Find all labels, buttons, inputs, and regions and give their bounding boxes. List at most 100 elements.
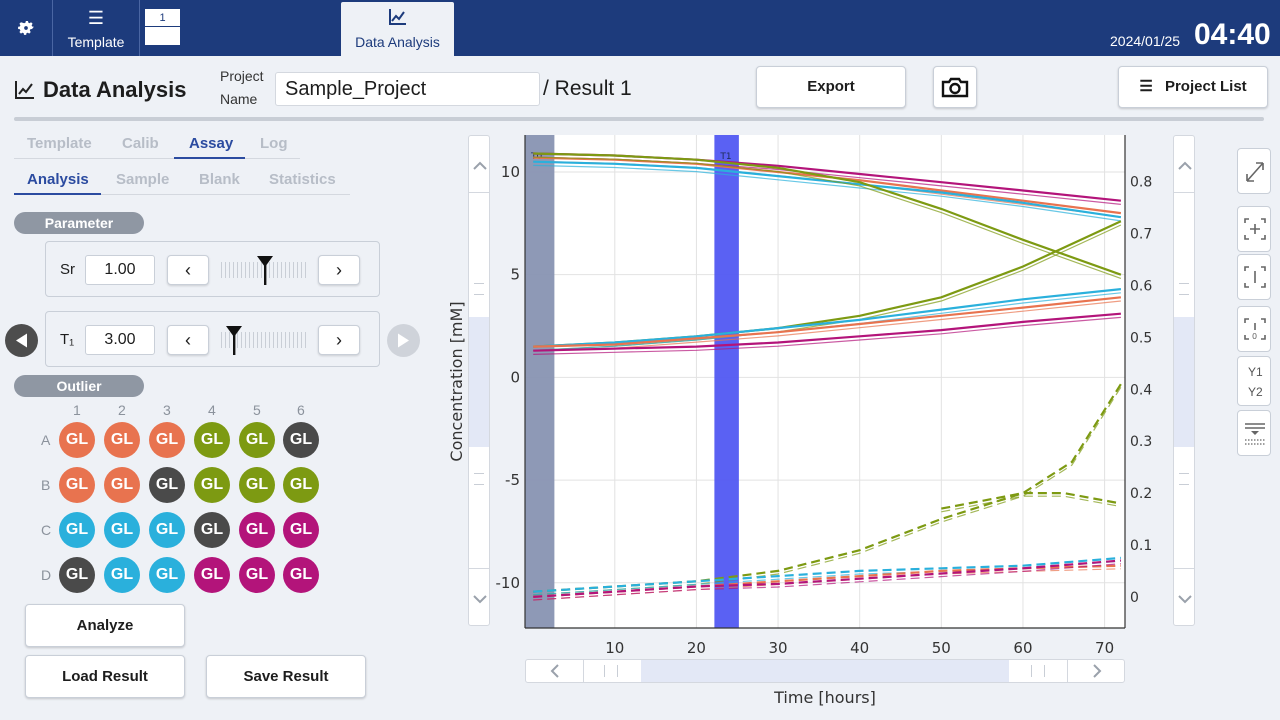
well-a3[interactable]: GL — [149, 422, 185, 458]
chevron-left-icon — [550, 664, 559, 678]
analyze-button[interactable]: Analyze — [25, 604, 185, 647]
left-axis-scrollbar-thumb[interactable] — [469, 317, 489, 447]
screenshot-button[interactable] — [933, 66, 977, 108]
y-right-tick-label: 0.3 — [1130, 434, 1152, 450]
x-scroll-right-button[interactable] — [1067, 660, 1124, 682]
well-c1[interactable]: GL — [59, 512, 95, 548]
sr-slider-thumb[interactable] — [256, 255, 274, 292]
t1-decrease-button[interactable]: ‹ — [167, 325, 209, 355]
camera-icon — [941, 77, 969, 98]
well-a5[interactable]: GL — [239, 422, 275, 458]
fit-all-button[interactable] — [1237, 206, 1271, 252]
tab-blank[interactable]: Blank — [199, 171, 240, 188]
zero-baseline-button[interactable]: 0 — [1237, 306, 1271, 352]
well-b6[interactable]: GL — [283, 467, 319, 503]
t1-slider-thumb[interactable] — [225, 325, 243, 362]
well-c4[interactable]: GL — [194, 512, 230, 548]
well-c3[interactable]: GL — [149, 512, 185, 548]
previous-parameter-button[interactable] — [5, 324, 38, 357]
fit-vertical-button[interactable] — [1237, 254, 1271, 300]
left-axis-scroll-up[interactable] — [468, 135, 490, 193]
svg-text:0: 0 — [1252, 332, 1257, 341]
left-axis-scrollbar-track[interactable] — [468, 193, 490, 568]
top-bar: ☰ Template 1 Data Analysis 2024/01/25 04… — [0, 0, 1280, 56]
expand-chart-button[interactable] — [1237, 148, 1271, 194]
sr-increase-button[interactable]: › — [318, 255, 360, 285]
right-axis-scroll-down[interactable] — [1173, 568, 1195, 626]
t1-increase-button[interactable]: › — [318, 325, 360, 355]
well-d2[interactable]: GL — [104, 557, 140, 593]
project-list-button[interactable]: ☰ Project List — [1118, 66, 1268, 108]
template-nav-button[interactable]: ☰ Template — [53, 0, 139, 56]
parameter-section-label: Parameter — [14, 212, 144, 234]
page-badge[interactable]: 1 — [144, 8, 181, 46]
well-c2[interactable]: GL — [104, 512, 140, 548]
right-axis-scroll-up[interactable] — [1173, 135, 1195, 193]
well-a2[interactable]: GL — [104, 422, 140, 458]
well-d3[interactable]: GL — [149, 557, 185, 593]
well-b2[interactable]: GL — [104, 467, 140, 503]
save-result-button[interactable]: Save Result — [206, 655, 366, 698]
chevron-left-icon: ‹ — [185, 260, 191, 280]
tab-assay[interactable]: Assay — [189, 135, 234, 152]
t1-slider[interactable] — [221, 332, 309, 348]
well-d1[interactable]: GL — [59, 557, 95, 593]
grip-icon — [604, 665, 618, 677]
concentration-line — [533, 296, 1122, 348]
well-c5[interactable]: GL — [239, 512, 275, 548]
tab-template[interactable]: Template — [27, 135, 92, 152]
right-axis-scrollbar-thumb[interactable] — [1174, 317, 1194, 447]
concentration-line — [533, 152, 1122, 276]
x-tick-label: 30 — [769, 639, 788, 657]
date-display: 2024/01/25 — [1110, 33, 1181, 49]
settings-button[interactable] — [0, 0, 52, 56]
sr-value-field[interactable]: 1.00 — [85, 255, 155, 285]
well-d4[interactable]: GL — [194, 557, 230, 593]
x-tick-label: 70 — [1095, 639, 1114, 657]
y-left-tick-label: 5 — [510, 266, 520, 284]
data-chart[interactable]: 10 20 30 40 50 60 701050-5-100.80.70.60.50.40.… — [440, 130, 1180, 710]
tab-data-analysis[interactable]: Data Analysis — [341, 2, 454, 56]
y-left-tick-label: 10 — [501, 163, 520, 181]
right-axis-scrollbar-track[interactable] — [1173, 193, 1195, 568]
left-axis-scroll-down[interactable] — [468, 568, 490, 626]
t1-value-field[interactable]: 3.00 — [85, 325, 155, 355]
chevron-left-icon: ‹ — [185, 330, 191, 350]
well-a4[interactable]: GL — [194, 422, 230, 458]
x-scrollbar-thumb[interactable] — [641, 660, 1009, 682]
y-right-tick-label: 0.5 — [1130, 330, 1152, 346]
well-b1[interactable]: GL — [59, 467, 95, 503]
rate-line — [533, 556, 1121, 593]
well-d6[interactable]: GL — [283, 557, 319, 593]
tab-analysis[interactable]: Analysis — [27, 171, 89, 188]
result-label: / Result 1 — [543, 77, 632, 100]
rate-line — [533, 495, 1122, 596]
y-left-tick-label: -5 — [505, 471, 520, 489]
load-result-button[interactable]: Load Result — [25, 655, 185, 698]
x-axis-scrollbar[interactable] — [525, 659, 1125, 683]
well-b3[interactable]: GL — [149, 467, 185, 503]
well-d5[interactable]: GL — [239, 557, 275, 593]
well-b5[interactable]: GL — [239, 467, 275, 503]
project-name-field[interactable]: Sample_Project — [275, 72, 540, 106]
tab-log[interactable]: Log — [260, 135, 288, 152]
next-parameter-button[interactable] — [387, 324, 420, 357]
column-label: 5 — [253, 402, 261, 418]
tab-sample[interactable]: Sample — [116, 171, 170, 188]
well-a6[interactable]: GL — [283, 422, 319, 458]
well-a1[interactable]: GL — [59, 422, 95, 458]
x-scroll-left-button[interactable] — [526, 660, 584, 682]
legend-button[interactable] — [1237, 410, 1271, 456]
y-axis-toggle-button[interactable]: Y1 Y2 — [1237, 356, 1271, 406]
tab-statistics[interactable]: Statistics — [269, 171, 336, 188]
sr-decrease-button[interactable]: ‹ — [167, 255, 209, 285]
grip-icon — [474, 473, 484, 485]
plot-area — [525, 135, 1125, 628]
grip-icon — [1179, 473, 1189, 485]
triangle-left-icon — [16, 333, 27, 348]
t1-label: T₁ — [60, 331, 75, 348]
well-b4[interactable]: GL — [194, 467, 230, 503]
well-c6[interactable]: GL — [283, 512, 319, 548]
export-button[interactable]: Export — [756, 66, 906, 108]
tab-calib[interactable]: Calib — [122, 135, 159, 152]
